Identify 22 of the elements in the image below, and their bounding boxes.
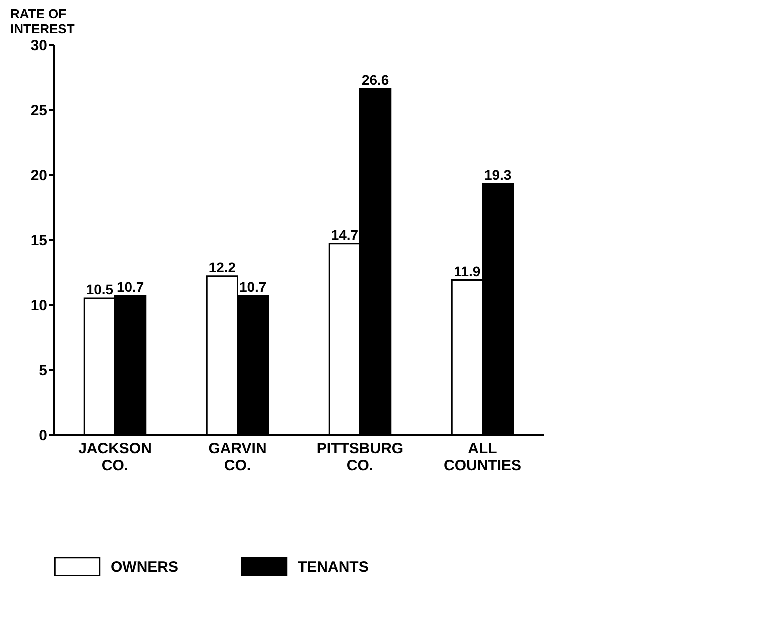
y-tick-label: 5 <box>39 362 48 380</box>
data-label: 14.7 <box>331 226 359 243</box>
x-tick-label: GARVIN CO. <box>208 440 267 474</box>
data-label: 12.2 <box>208 259 236 276</box>
data-label: 19.3 <box>484 167 512 184</box>
data-label: 10.7 <box>116 278 144 295</box>
x-tick-label: PITTSBURG CO. <box>316 440 404 474</box>
legend-label: OWNERS <box>111 558 178 576</box>
y-tick-label: 20 <box>30 168 48 184</box>
y-axis-title: RATE OF INTEREST <box>10 6 75 36</box>
data-label: 10.7 <box>239 278 267 295</box>
y-tick-label: 30 <box>30 38 48 54</box>
x-tick-label: JACKSON CO. <box>78 440 152 474</box>
data-label: 26.6 <box>362 72 390 88</box>
x-tick-label: ALL COUNTIES <box>444 440 522 474</box>
y-tick-label: 0 <box>39 428 48 444</box>
legend-label: TENANTS <box>298 558 369 576</box>
y-tick-label: 10 <box>30 298 48 314</box>
data-label: 11.9 <box>454 263 481 280</box>
y-tick-label: 15 <box>30 232 48 250</box>
y-tick-label: 25 <box>30 102 48 120</box>
data-label: 10.5 <box>86 282 114 298</box>
